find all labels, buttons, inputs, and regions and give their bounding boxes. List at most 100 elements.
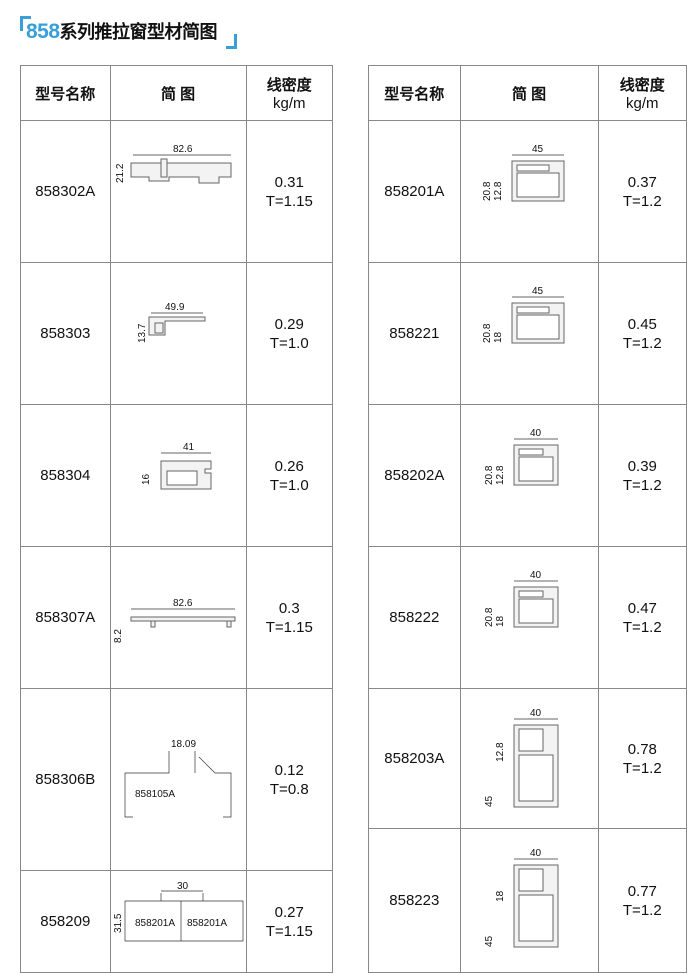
- table-row: 858203A 40 45 12.8 0.78 T=1.2: [368, 688, 688, 829]
- density-value: 0.3: [278, 599, 300, 617]
- ref-model: 858201A: [187, 918, 227, 929]
- density-value: 0.27: [274, 903, 304, 921]
- dim-height: 20.8: [482, 181, 493, 201]
- profile-shape: [226, 620, 232, 628]
- profile-diagram: 40 45 12.8: [459, 688, 599, 829]
- profile-shape: [516, 306, 550, 314]
- model-name: 858221: [368, 262, 461, 405]
- ref-model: 858105A: [135, 789, 175, 800]
- wall-thickness: T=1.2: [622, 476, 662, 494]
- table-row: 858209 30 31.5 858201A 858201A 0.27 T=1.15: [20, 870, 334, 973]
- profile-shape: [518, 894, 554, 942]
- profile-diagram: 18.09 858105A: [109, 688, 247, 871]
- profile-shape: [516, 164, 550, 172]
- wall-thickness: T=1.15: [265, 618, 313, 636]
- dim-height: 21.2: [115, 163, 126, 183]
- dim-height-inner: 18: [495, 890, 506, 902]
- profile-diagram: 30 31.5 858201A 858201A: [109, 870, 247, 973]
- profile-shape: [518, 754, 554, 802]
- dim-width: 40: [530, 428, 542, 439]
- wall-thickness: T=1.2: [622, 334, 662, 352]
- model-name: 858203A: [368, 688, 461, 829]
- profile-drawing: 49.9 13.7: [137, 302, 206, 343]
- density-value: 0.78: [627, 740, 657, 758]
- profile-drawing: 45 20.8 18: [482, 286, 565, 344]
- density-cell: 0.78 T=1.2: [597, 688, 688, 829]
- profile-shape: [124, 893, 244, 942]
- header-density: 线密度 kg/m: [597, 65, 688, 121]
- table-row: 858222 40 20.8 18 0.47 T=1.2: [368, 546, 688, 689]
- table-header: 型号名称简 图线密度 kg/m: [20, 65, 334, 121]
- profile-drawing: 45 20.8 12.8: [482, 144, 565, 202]
- profile-shape: [166, 470, 198, 486]
- profile-shape: [130, 616, 236, 622]
- density-cell: 0.37 T=1.2: [597, 120, 688, 263]
- wall-thickness: T=1.2: [622, 618, 662, 636]
- header-density: 线密度 kg/m: [245, 65, 334, 121]
- model-name: 858202A: [368, 404, 461, 547]
- model-name: 858223: [368, 828, 461, 973]
- header-model: 型号名称: [368, 65, 461, 121]
- profile-shape: [516, 314, 560, 340]
- dim-width: 49.9: [165, 302, 185, 313]
- profile-shape: [150, 620, 156, 628]
- profile-shape: [160, 158, 168, 178]
- profile-drawing: 40 20.8 18: [484, 570, 559, 628]
- header-model: 型号名称: [20, 65, 111, 121]
- profile-shape: [518, 598, 554, 624]
- right-profile-table: 型号名称简 图线密度 kg/m 858201A 45 20.8 12.8 0.37…: [368, 65, 688, 973]
- dim-height: 20.8: [484, 607, 495, 627]
- dim-width: 41: [183, 442, 195, 453]
- density-cell: 0.12 T=0.8: [245, 688, 334, 871]
- profile-drawing: 82.6 8.2: [113, 598, 236, 643]
- wall-thickness: T=0.8: [269, 780, 309, 798]
- density-value: 0.47: [627, 599, 657, 617]
- density-cell: 0.29 T=1.0: [245, 262, 334, 405]
- profile-diagram: 40 20.8 18: [459, 546, 599, 689]
- profile-diagram: 82.6 8.2: [109, 546, 247, 689]
- profile-diagram: 49.9 13.7: [109, 262, 247, 405]
- dim-height: 20.8: [484, 465, 495, 485]
- profile-shape: [518, 456, 554, 482]
- density-value: 0.26: [274, 457, 304, 475]
- dim-width: 40: [530, 570, 542, 581]
- density-value: 0.45: [627, 315, 657, 333]
- table-row: 858307A 82.6 8.2 0.3 T=1.15: [20, 546, 334, 689]
- density-cell: 0.47 T=1.2: [597, 546, 688, 689]
- wall-thickness: T=1.0: [269, 334, 309, 352]
- wall-thickness: T=1.2: [622, 901, 662, 919]
- profile-drawing: 40 45 12.8: [484, 708, 559, 808]
- density-cell: 0.3 T=1.15: [245, 546, 334, 689]
- table-row: 858201A 45 20.8 12.8 0.37 T=1.2: [368, 120, 688, 263]
- dim-height-inner: 12.8: [493, 181, 504, 201]
- table-row: 858221 45 20.8 18 0.45 T=1.2: [368, 262, 688, 405]
- profile-diagram: 40 20.8 12.8: [459, 404, 599, 547]
- table-row: 858202A 40 20.8 12.8 0.39 T=1.2: [368, 404, 688, 547]
- profile-shape: [518, 448, 544, 456]
- table-row: 858306B 18.09 858105A 0.12 T=0.8: [20, 688, 334, 871]
- title-bracket-right: [226, 34, 237, 49]
- dim-height: 8.2: [113, 629, 124, 643]
- profile-diagram: 82.6 21.2: [109, 120, 247, 263]
- dim-height: 20.8: [482, 323, 493, 343]
- wall-thickness: T=1.15: [265, 922, 313, 940]
- dim-width: 30: [177, 881, 189, 892]
- table-header: 型号名称简 图线密度 kg/m: [368, 65, 688, 121]
- model-name: 858222: [368, 546, 461, 689]
- profile-diagram: 41 16: [109, 404, 247, 547]
- dim-height: 16: [141, 473, 152, 485]
- dim-height: 45: [484, 795, 495, 807]
- profile-diagram: 40 45 18: [459, 828, 599, 973]
- wall-thickness: T=1.0: [269, 476, 309, 494]
- dim-height-inner: 12.8: [495, 742, 506, 762]
- model-name: 858209: [20, 870, 111, 973]
- profile-shape: [154, 322, 164, 334]
- dim-height: 31.5: [113, 913, 124, 933]
- profile-drawing: 41 16: [141, 442, 212, 490]
- ref-model: 858201A: [135, 918, 175, 929]
- title-bracket-left: [20, 16, 31, 31]
- profile-diagram: 45 20.8 12.8: [459, 120, 599, 263]
- dim-height: 45: [484, 935, 495, 947]
- density-value: 0.31: [274, 173, 304, 191]
- wall-thickness: T=1.2: [622, 192, 662, 210]
